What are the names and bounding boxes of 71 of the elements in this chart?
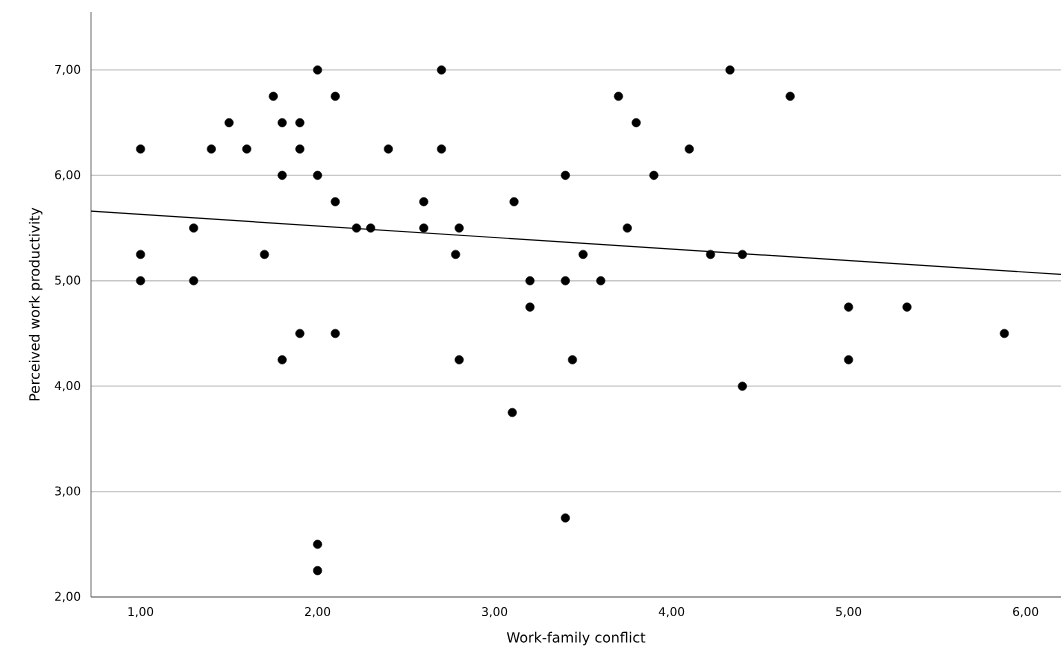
point <box>136 249 146 259</box>
point <box>705 249 716 259</box>
point <box>277 118 287 128</box>
point <box>206 144 216 154</box>
x-tick-label: 5,00 <box>836 607 862 618</box>
point <box>268 91 278 101</box>
y-tick-label: 7,00 <box>55 64 81 76</box>
point <box>844 355 854 365</box>
point <box>560 170 570 180</box>
point <box>902 302 912 312</box>
point <box>419 197 429 207</box>
point <box>613 91 624 101</box>
point <box>844 302 854 312</box>
point <box>509 197 519 207</box>
point <box>330 91 340 101</box>
y-tick-label: 3,00 <box>55 486 81 497</box>
point <box>313 539 323 549</box>
y-tick-label: 4,00 <box>54 381 81 392</box>
point <box>622 223 632 233</box>
point <box>578 249 588 259</box>
point <box>436 65 447 75</box>
point <box>277 355 287 365</box>
y-tick-label: 6,00 <box>55 170 81 181</box>
point <box>189 223 199 233</box>
point <box>567 355 577 365</box>
point <box>436 144 447 154</box>
point <box>737 249 747 259</box>
point <box>451 249 461 259</box>
point <box>785 91 795 101</box>
point <box>737 381 747 391</box>
x-tick-label: 4,00 <box>658 607 685 618</box>
point <box>224 118 234 128</box>
point <box>259 249 270 259</box>
x-tick-label: 3,00 <box>482 607 508 618</box>
point <box>295 328 305 339</box>
point <box>454 355 464 365</box>
point <box>725 65 735 75</box>
y-tick-label: 2,00 <box>55 591 81 603</box>
point <box>313 170 323 180</box>
point <box>631 118 641 128</box>
x-tick-label: 1,00 <box>128 607 154 618</box>
point <box>189 276 199 286</box>
x-tick-label: 6,00 <box>1013 607 1039 618</box>
point <box>295 118 305 128</box>
point <box>507 407 517 418</box>
point <box>136 276 146 286</box>
point <box>330 197 340 207</box>
point <box>560 513 570 523</box>
point <box>277 170 287 180</box>
point <box>454 223 464 233</box>
point <box>313 65 323 75</box>
point <box>136 144 146 154</box>
x-tick-label: 2,00 <box>305 607 331 618</box>
y-tick-label: 5,00 <box>55 275 81 286</box>
x-axis-title: Work-family conflict <box>506 631 646 646</box>
point <box>383 144 393 154</box>
point <box>419 223 429 233</box>
point <box>525 302 535 312</box>
point <box>295 144 305 154</box>
point <box>366 223 376 233</box>
point <box>649 170 659 180</box>
y-axis-title: Perceived work productivity <box>28 207 43 401</box>
point <box>330 328 340 339</box>
point <box>560 276 570 286</box>
point <box>999 328 1009 339</box>
point <box>351 223 362 233</box>
point <box>596 276 606 286</box>
point <box>525 276 535 286</box>
point <box>242 144 252 154</box>
point <box>313 566 323 576</box>
point <box>684 144 694 154</box>
